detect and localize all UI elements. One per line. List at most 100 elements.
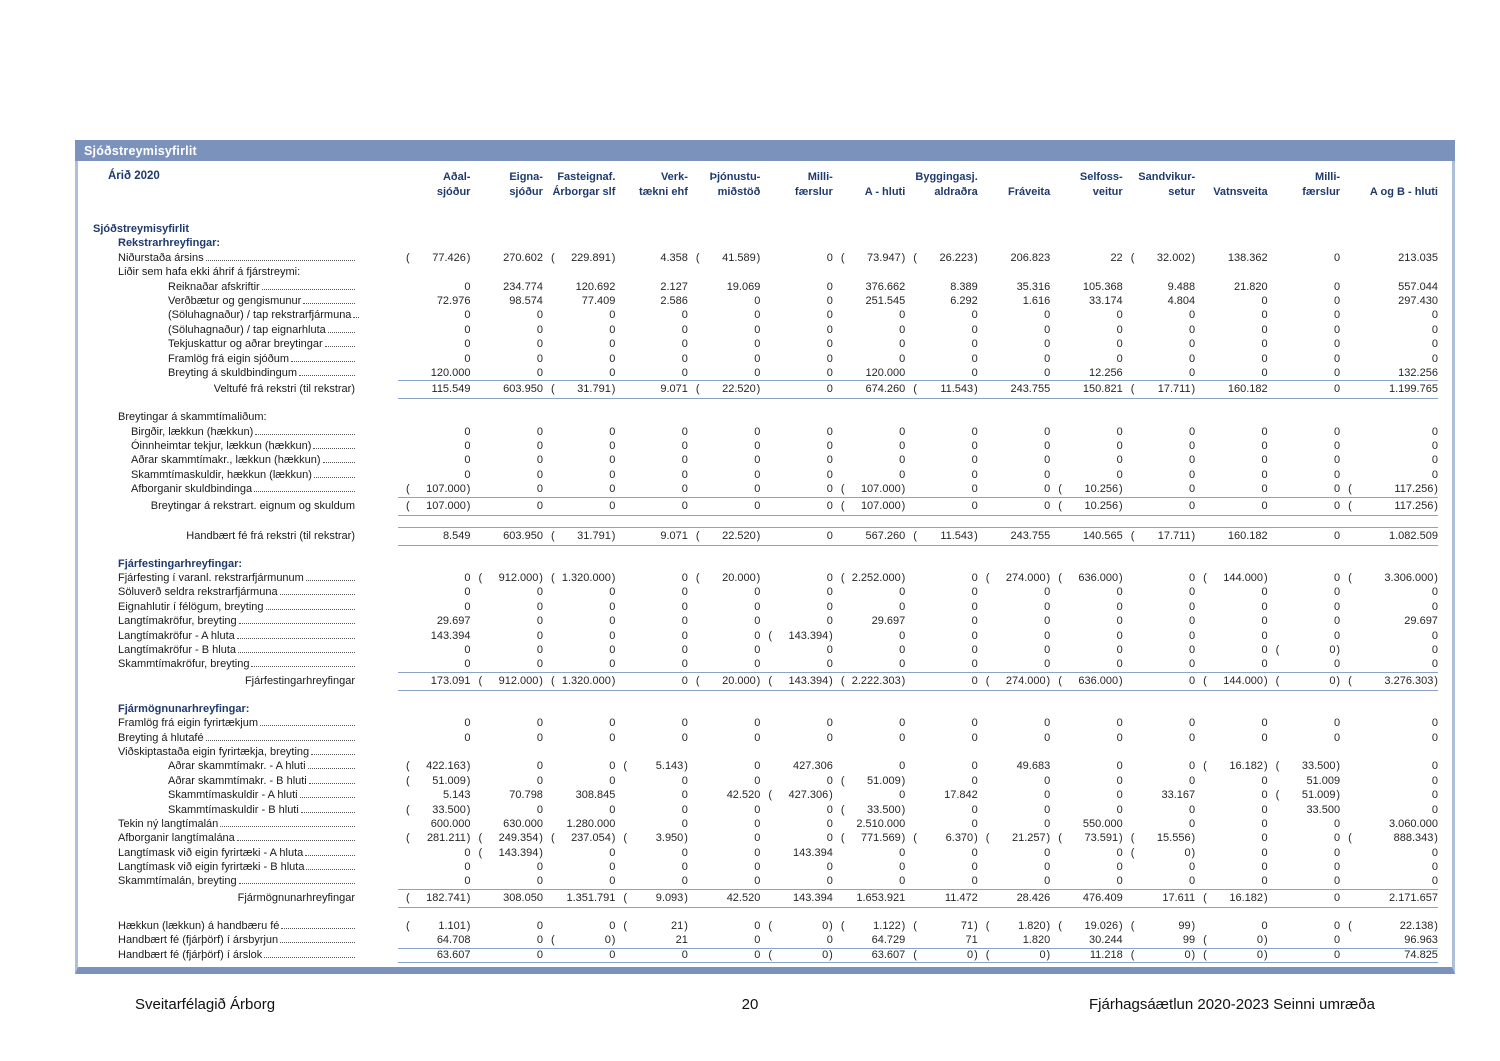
row-label: Niðurstaða ársins <box>88 251 398 265</box>
row-label-text: Framlög frá eigin fyrirtækjum <box>118 717 258 730</box>
cell: (2.252.000 ) <box>840 572 906 585</box>
cell: 0 <box>1044 483 1051 496</box>
cell: 0 <box>1189 425 1196 438</box>
cell: (274.000 ) <box>985 674 1051 687</box>
cell: 0 <box>1333 875 1341 888</box>
cell: 0 <box>536 861 543 874</box>
cell: 105.368 <box>1082 280 1123 293</box>
cell: 29.697 <box>436 615 471 628</box>
cell: 0 <box>826 468 833 481</box>
cell: 0 <box>1431 323 1438 336</box>
cell: 0 <box>754 323 761 336</box>
dotted-leader <box>303 302 355 304</box>
cell: (15.556 ) <box>1130 832 1196 845</box>
cell: 0 <box>1333 468 1341 481</box>
cell: 0 <box>754 352 761 365</box>
cell: 143.394 <box>793 891 833 904</box>
cell: 0 <box>1116 600 1123 613</box>
cell: 0 <box>1431 338 1438 351</box>
row-label-text: Skammtímakröfur, breyting <box>118 658 250 671</box>
cell: 0 <box>1116 309 1123 322</box>
row-label-text: Birgðir, lækkun (hækkun) <box>131 425 254 438</box>
cell: 206.823 <box>1010 251 1051 264</box>
cell: 0 <box>1116 338 1123 351</box>
cell: 0 <box>1431 586 1438 599</box>
cell: 0 <box>536 338 543 351</box>
cell: 115.549 <box>431 383 471 396</box>
cell: 0 <box>826 875 833 888</box>
cell: 0 <box>1116 774 1123 787</box>
cell: 0 <box>971 499 978 512</box>
table-row: Handbært fé (fjárþörf) í ársbyrjun 64.708… <box>88 933 1438 949</box>
cell: (0 ) <box>1130 846 1196 859</box>
cell: 0 <box>536 643 543 656</box>
cell: 0 <box>681 674 688 687</box>
cell: (143.394 ) <box>768 629 833 642</box>
cell: 0 <box>1261 832 1268 845</box>
cell: 0 <box>1116 861 1123 874</box>
row-label: Framlög frá eigin sjóðum <box>88 352 398 366</box>
cell: 0 <box>464 338 471 351</box>
cell: (427.306 ) <box>768 789 833 802</box>
table-row: Fjárfestingarhreyfingar: <box>88 557 1438 571</box>
cell: 0 <box>681 366 688 379</box>
table-header-row: Árið 2020 Aðal-sjóður Eigna-sjóður Fasteig… <box>88 170 1438 200</box>
dotted-leader <box>238 623 355 625</box>
cell: 0 <box>754 875 761 888</box>
cell: 0 <box>1044 338 1051 351</box>
column-headers: Aðal-sjóður Eigna-sjóður Fasteignaf. Árborg… <box>398 170 1438 200</box>
cell: 0 <box>1431 352 1438 365</box>
row-label: Hækkun (lækkun) á handbæru fé <box>88 919 398 933</box>
cell: 0 <box>609 440 616 453</box>
cell: 0 <box>609 948 616 961</box>
cell: 0 <box>609 454 616 467</box>
cell: 427.306 <box>793 760 833 773</box>
cell: 0 <box>899 658 906 671</box>
row-values: (182.741 ) 308.050 1.351.791 (9.093 ) 42.520… <box>398 888 1438 908</box>
cell: 0 <box>826 383 833 396</box>
cell: 674.260 <box>865 383 906 396</box>
cell: 0 <box>536 774 543 787</box>
row-label-text: (Söluhagnaður) / tap eignarhluta <box>168 323 326 336</box>
table-row: Óinnheimtar tekjur, lækkun (hækkun) 0 0 0 0 0… <box>88 439 1438 453</box>
cell: 143.394 <box>430 629 471 642</box>
cell: 0 <box>826 600 833 613</box>
row-values: 0 0 0 0 0 0 0 0 0 0 0 0 0 0 <box>398 308 1438 322</box>
column-header: Verk-tækni ehf <box>638 171 688 198</box>
cell: 297.430 <box>1398 294 1438 307</box>
cell: (107.000 ) <box>406 499 471 512</box>
cell: 1.351.791 <box>566 891 616 904</box>
table-row: Langtímakröfur - B hluta 0 0 0 0 0 0 0 0 0 0 0 0 (0 )… <box>88 643 1438 657</box>
cell: 0 <box>754 934 761 947</box>
row-label-text: Skammtímaskuldir - B hluti <box>168 803 299 816</box>
cell: 0 <box>1189 717 1196 730</box>
cell: 0 <box>681 846 688 859</box>
cell: 0 <box>464 861 471 874</box>
cell: 567.260 <box>865 529 906 542</box>
cell: (6.370 ) <box>913 832 978 845</box>
cell: (1.101 ) <box>406 919 471 932</box>
total-row: Fjárfestingarhreyfingar 173.091 (912.000 )… <box>88 671 1438 691</box>
table-row: Langtímask við eigin fyrirtæki - A hluta… <box>88 846 1438 860</box>
row-label: Skammtímaskuldir - A hluti <box>88 788 398 802</box>
cell: 0 <box>1116 643 1123 656</box>
row-label: Langtímakröfur, breyting <box>88 614 398 628</box>
cell: 0 <box>754 309 761 322</box>
cell: 0 <box>1261 803 1268 816</box>
table-row: Aðrar skammtímakr. - A hluti (422.163 ) 0 0… <box>88 759 1438 773</box>
table-row: Söluverð seldra rekstrarfjármuna 0 0 0 0 0 0 0 0… <box>88 585 1438 599</box>
table-row: Skammtímakröfur, breyting 0 0 0 0 0 0 0 0 0 0 0 0 0 0 <box>88 657 1438 671</box>
cell: 0 <box>1431 454 1438 467</box>
cell: 0 <box>1116 425 1123 438</box>
cell: 0 <box>754 658 761 671</box>
cell: 0 <box>1431 774 1438 787</box>
cell: 0 <box>1189 817 1196 830</box>
cell: 160.182 <box>1227 383 1268 396</box>
row-values: 29.697 0 0 0 0 0 29.697 0 0 0 0 0 0 29.697 <box>398 614 1438 628</box>
cell: 0 <box>1431 875 1438 888</box>
cell: 0 <box>1189 875 1196 888</box>
cell: 22 <box>1110 251 1123 264</box>
cell: 0 <box>1044 586 1051 599</box>
cell: 0 <box>464 572 471 585</box>
row-values: 143.394 0 0 0 0 (143.394 ) 0 0 0 0 0 0 0 0 <box>398 629 1438 643</box>
